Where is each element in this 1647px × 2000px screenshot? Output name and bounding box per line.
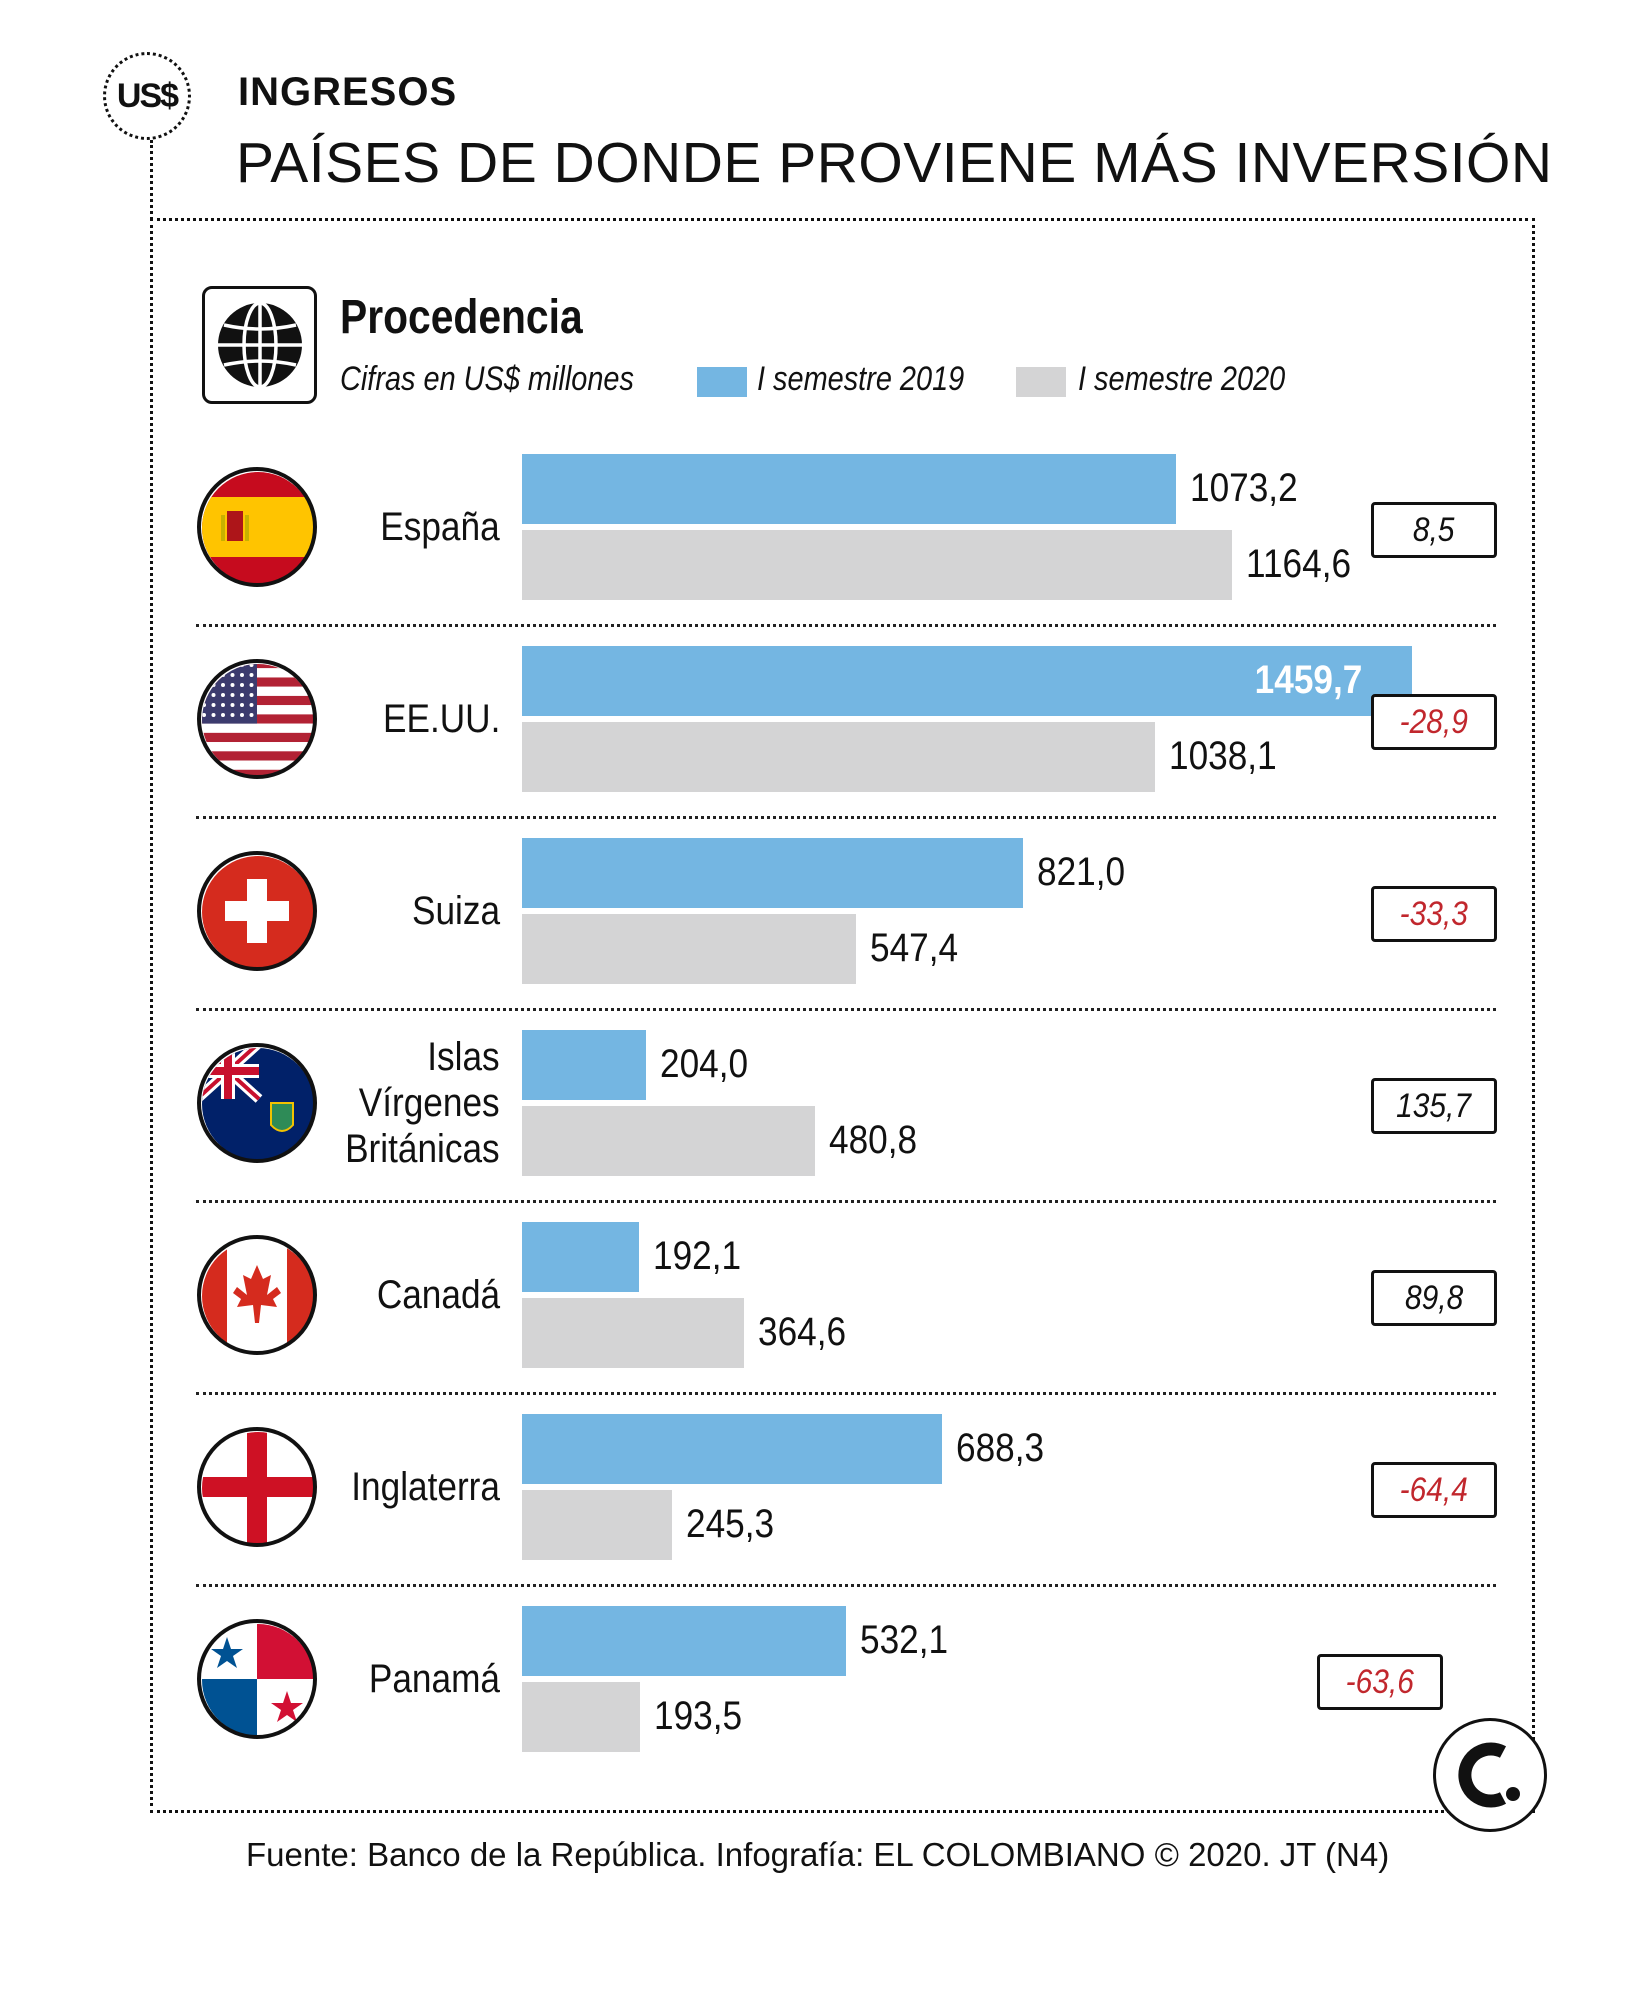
- badge-text: US$: [116, 76, 179, 115]
- change-badge: -28,9: [1371, 694, 1497, 750]
- change-badge: -64,4: [1371, 1462, 1497, 1518]
- bar-2020: [522, 914, 856, 984]
- legend-swatch-2020: [1016, 367, 1066, 397]
- change-badge: -33,3: [1371, 886, 1497, 942]
- bar-2020: [522, 530, 1233, 600]
- value-label-2020: 1164,6: [1246, 542, 1352, 586]
- page-title: PAÍSES DE DONDE PROVIENE MÁS INVERSIÓN: [236, 131, 1553, 195]
- value-label-2019: 688,3: [955, 1426, 1044, 1470]
- change-badge: 89,8: [1371, 1270, 1497, 1326]
- row-divider: [196, 1008, 1496, 1011]
- panama-flag-icon: [196, 1618, 318, 1740]
- change-value: -33,3: [1399, 894, 1469, 933]
- category-label: Suiza: [412, 888, 500, 934]
- change-badge: 8,5: [1371, 502, 1497, 558]
- value-label-2020: 480,8: [829, 1118, 918, 1162]
- value-label-2019: 1073,2: [1190, 466, 1299, 510]
- change-value: -63,6: [1345, 1662, 1415, 1701]
- bvi-flag-icon: [196, 1042, 318, 1164]
- row-divider: [196, 624, 1496, 627]
- category-label-line: Suiza: [411, 889, 500, 933]
- change-badge: -63,6: [1317, 1654, 1443, 1710]
- category-label-line: Panamá: [368, 1657, 500, 1701]
- category-label-line: Islas: [427, 1035, 500, 1079]
- value-label-2019: 532,1: [860, 1618, 949, 1662]
- category-label: Panamá: [369, 1656, 500, 1702]
- bar-2019: [522, 646, 1412, 716]
- category-label-line: EE.UU.: [382, 697, 500, 741]
- change-badge: 135,7: [1371, 1078, 1497, 1134]
- change-value: 8,5: [1413, 510, 1455, 549]
- row-divider: [196, 1392, 1496, 1395]
- row-divider: [196, 816, 1496, 819]
- value-label-2019: 1459,7: [1254, 658, 1362, 702]
- spain-flag-icon: [196, 466, 318, 588]
- value-label-2019: 192,1: [653, 1234, 742, 1278]
- value-label-2020: 1038,1: [1168, 734, 1277, 778]
- units-label: Cifras en US$ millones: [340, 360, 634, 398]
- bar-2020: [522, 1682, 640, 1752]
- chart-frame: [150, 218, 1535, 1813]
- source-note: Fuente: Banco de la República. Infografí…: [246, 1836, 1390, 1873]
- bar-2020: [522, 1106, 816, 1176]
- el-colombiano-logo: [1433, 1718, 1547, 1832]
- category-label: España: [381, 504, 500, 550]
- row-divider: [196, 1584, 1496, 1587]
- value-label-2019: 204,0: [660, 1042, 749, 1086]
- bar-2019: [522, 1414, 942, 1484]
- change-value: -64,4: [1399, 1470, 1469, 1509]
- category-label: EE.UU.: [383, 696, 500, 742]
- legend-swatch-2019: [697, 367, 747, 397]
- bar-2019: [522, 838, 1023, 908]
- legend-label-2020: I semestre 2020: [1078, 360, 1286, 398]
- bar-2020: [522, 722, 1155, 792]
- category-label: Islas Vírgenes Británicas: [345, 1034, 500, 1172]
- bar-2019: [522, 1222, 640, 1292]
- category-label-line: Vírgenes: [359, 1081, 500, 1125]
- value-label-2020: 547,4: [869, 926, 958, 970]
- bar-2019: [522, 454, 1177, 524]
- category-label-line: Británicas: [345, 1127, 500, 1171]
- category-label-line: Canadá: [376, 1273, 500, 1317]
- usa-flag-icon: [196, 658, 318, 780]
- bar-2020: [522, 1490, 672, 1560]
- usd-badge-icon: US$: [103, 52, 191, 140]
- category-label-line: Inglaterra: [351, 1465, 500, 1509]
- change-value: -28,9: [1399, 702, 1469, 741]
- bar-2019: [522, 1030, 647, 1100]
- category-label: Canadá: [377, 1272, 500, 1318]
- badge-connector: [150, 140, 153, 220]
- canada-flag-icon: [196, 1234, 318, 1356]
- value-label-2020: 245,3: [685, 1502, 774, 1546]
- change-value: 135,7: [1396, 1086, 1472, 1125]
- value-label-2020: 364,6: [758, 1310, 847, 1354]
- switzerland-flag-icon: [196, 850, 318, 972]
- value-label-2020: 193,5: [653, 1694, 743, 1738]
- legend-label-2019: I semestre 2019: [757, 360, 965, 398]
- legend-title: Procedencia: [340, 291, 583, 344]
- row-divider: [196, 1200, 1496, 1203]
- value-label-2019: 821,0: [1036, 850, 1125, 894]
- category-label-line: España: [380, 505, 500, 549]
- category-label: Inglaterra: [351, 1464, 500, 1510]
- bar-2019: [522, 1606, 847, 1676]
- section-label: INGRESOS: [238, 70, 458, 114]
- change-value: 89,8: [1404, 1278, 1464, 1317]
- bar-2020: [522, 1298, 745, 1368]
- globe-icon: [202, 286, 317, 404]
- england-flag-icon: [196, 1426, 318, 1548]
